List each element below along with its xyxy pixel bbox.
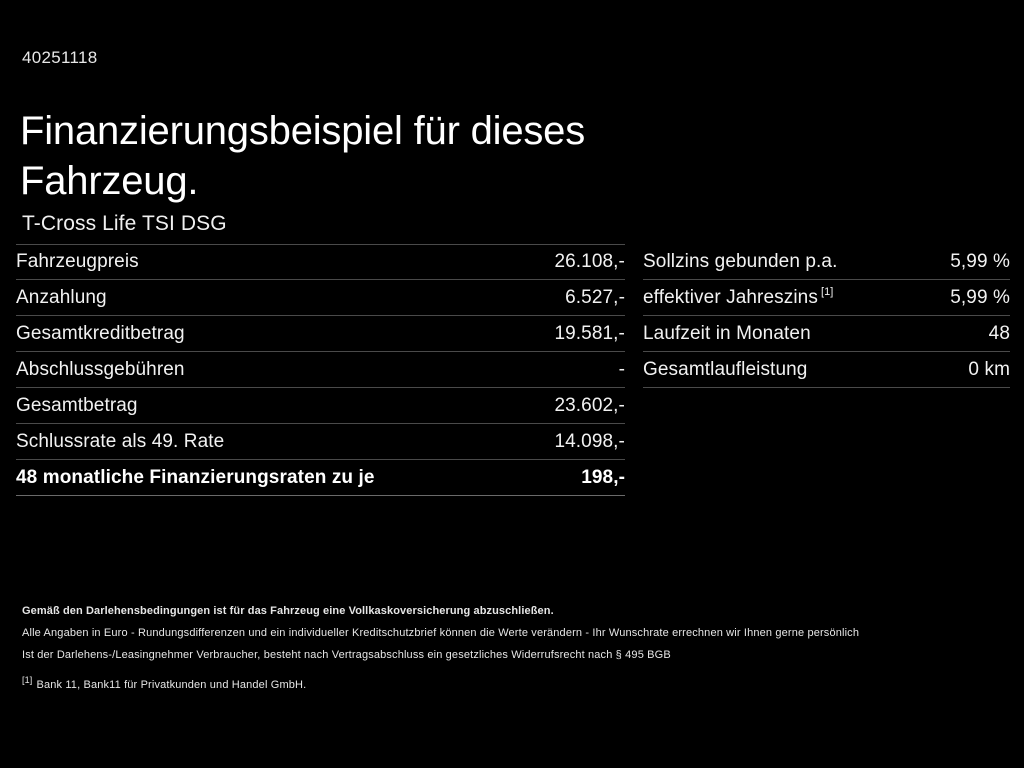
row-value: 0 km xyxy=(968,358,1010,380)
footnote-currency-note: Alle Angaben in Euro - Rundungsdifferenz… xyxy=(22,627,860,639)
footnote-withdrawal-right: Ist der Darlehens-/Leasingnehmer Verbrau… xyxy=(22,649,671,661)
row-label: Anzahlung xyxy=(16,286,107,308)
row-label: Sollzins gebunden p.a. xyxy=(643,250,838,272)
table-row: Gesamtlaufleistung 0 km xyxy=(643,352,1010,388)
row-label: Fahrzeugpreis xyxy=(16,251,139,272)
table-row: effektiver Jahreszins [1] 5,99 % xyxy=(643,280,1010,316)
table-row: Gesamtkreditbetrag 19.581,- xyxy=(16,316,625,352)
row-label: Gesamtlaufleistung xyxy=(643,358,808,380)
footnote-marker-icon: [1] xyxy=(22,675,33,686)
row-label: Abschlussgebühren xyxy=(16,358,185,380)
row-value: 23.602,- xyxy=(554,394,625,416)
table-row: Schlussrate als 49. Rate 14.098,- xyxy=(16,424,625,460)
row-label: Gesamtbetrag xyxy=(16,394,138,416)
footnote-bank-reference: [1] Bank 11, Bank11 für Privatkunden und … xyxy=(22,674,1002,696)
table-row: Gesamtbetrag 23.602,- xyxy=(16,388,625,424)
table-row: Laufzeit in Monaten 48 xyxy=(643,316,1010,352)
financing-tables: Fahrzeugpreis 26.108,- Anzahlung 6.527,-… xyxy=(0,244,1024,506)
row-label: Laufzeit in Monaten xyxy=(643,322,811,344)
vehicle-model-subtitle: T-Cross Life TSI DSG xyxy=(22,212,227,235)
row-value: 6.527,- xyxy=(565,286,625,308)
table-row: Sollzins gebunden p.a. 5,99 % xyxy=(643,244,1010,280)
row-value: 198,- xyxy=(581,466,625,488)
page-title: Finanzierungsbeispiel für dieses Fahrzeu… xyxy=(20,108,586,203)
row-label: 48 monatliche Finanzierungsraten zu je xyxy=(16,466,375,488)
table-row: Anzahlung 6.527,- xyxy=(16,280,625,316)
row-value: - xyxy=(618,358,625,380)
row-label: Schlussrate als 49. Rate xyxy=(16,430,225,452)
row-value: 48 xyxy=(988,322,1010,344)
row-value: 19.581,- xyxy=(554,322,625,344)
row-label-text: effektiver Jahreszins xyxy=(643,286,818,308)
row-label: Gesamtkreditbetrag xyxy=(16,322,185,344)
row-value: 14.098,- xyxy=(554,430,625,452)
cost-breakdown-table: Fahrzeugpreis 26.108,- Anzahlung 6.527,-… xyxy=(16,244,625,496)
table-row-monthly-rate-total: 48 monatliche Finanzierungsraten zu je 1… xyxy=(16,460,625,496)
footnotes-block: Gemäß den Darlehensbedingungen ist für d… xyxy=(22,600,1002,696)
footnote-insurance-requirement: Gemäß den Darlehensbedingungen ist für d… xyxy=(22,605,554,617)
footnote-marker-icon: [1] xyxy=(820,286,834,299)
footnote-bank-text: Bank 11, Bank11 für Privatkunden und Han… xyxy=(36,679,307,691)
table-row: Fahrzeugpreis 26.108,- xyxy=(16,244,625,280)
document-id: 40251118 xyxy=(22,48,98,67)
loan-terms-table: Sollzins gebunden p.a. 5,99 % effektiver… xyxy=(643,244,1010,388)
row-value: 5,99 % xyxy=(950,286,1010,308)
row-label: effektiver Jahreszins [1] xyxy=(643,287,833,309)
table-row: Abschlussgebühren - xyxy=(16,352,625,388)
row-value: 26.108,- xyxy=(554,251,625,272)
row-value: 5,99 % xyxy=(950,250,1010,272)
